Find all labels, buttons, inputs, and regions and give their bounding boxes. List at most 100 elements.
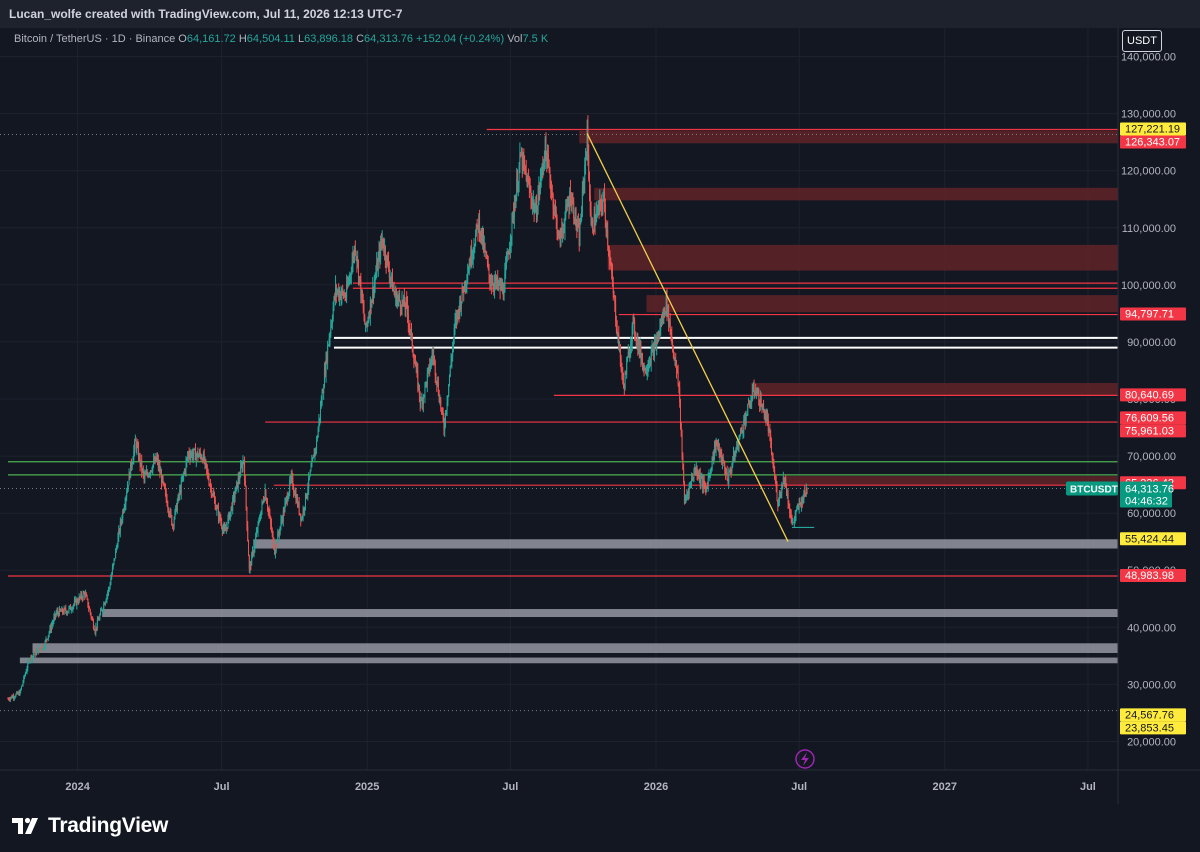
candle-up bbox=[373, 283, 375, 295]
candle-down bbox=[147, 474, 149, 477]
candle-up bbox=[256, 531, 258, 533]
candle-up bbox=[445, 410, 447, 412]
candle-down bbox=[578, 226, 580, 246]
candle-up bbox=[149, 473, 151, 475]
candle-up bbox=[198, 455, 200, 458]
time-axis[interactable]: 2024 Jul 2025 Jul 2026 Jul 2027 Jul bbox=[65, 781, 1096, 793]
candle-up bbox=[251, 551, 253, 555]
price-tag-label: 48,983.98 bbox=[1125, 570, 1174, 582]
candle-down bbox=[394, 292, 396, 297]
candle-down bbox=[590, 212, 592, 224]
symbol-name[interactable]: Bitcoin / TetherUS · 1D · Binance bbox=[14, 33, 176, 45]
candle-down bbox=[229, 513, 231, 519]
candle-down bbox=[384, 247, 386, 260]
candle-up bbox=[148, 474, 150, 477]
candle-up bbox=[781, 484, 783, 494]
candle-up bbox=[691, 478, 693, 483]
candle-up bbox=[544, 137, 546, 163]
candle-up bbox=[797, 506, 799, 509]
candle-down bbox=[456, 316, 458, 321]
candle-down bbox=[200, 455, 202, 459]
candle-up bbox=[109, 584, 111, 588]
candle-up bbox=[759, 398, 761, 405]
candle-up bbox=[688, 485, 690, 495]
candle-down bbox=[553, 208, 555, 210]
price-tag-label: 127,221.19 bbox=[1125, 123, 1180, 135]
candle-up bbox=[581, 188, 583, 212]
candle-down bbox=[138, 446, 140, 460]
candle-up bbox=[365, 323, 367, 325]
candle-down bbox=[278, 532, 280, 534]
candle-up bbox=[582, 181, 584, 189]
candle-down bbox=[54, 613, 56, 616]
candle-down bbox=[635, 339, 637, 343]
candle-up bbox=[454, 320, 456, 328]
candle-down bbox=[300, 513, 302, 521]
candle-up bbox=[645, 371, 647, 374]
price-tag-box bbox=[1120, 708, 1186, 722]
price-tag: 48,983.98 bbox=[1120, 569, 1186, 583]
price-tag-box bbox=[1120, 411, 1186, 425]
candles-layer bbox=[7, 115, 808, 703]
candle-down bbox=[77, 599, 79, 603]
candle-up bbox=[444, 425, 446, 431]
candle-up bbox=[367, 320, 369, 322]
candle-down bbox=[120, 521, 122, 523]
candle-up bbox=[579, 223, 581, 246]
candle-down bbox=[383, 246, 385, 253]
candle-up bbox=[282, 509, 284, 522]
descending-trendline[interactable] bbox=[586, 133, 789, 542]
candle-up bbox=[136, 445, 138, 450]
candle-down bbox=[767, 419, 769, 432]
price-chart[interactable]: 20,000.0030,000.0040,000.0050,000.0060,0… bbox=[0, 28, 1200, 804]
candle-up bbox=[331, 319, 333, 324]
candle-down bbox=[86, 596, 88, 599]
candle-up bbox=[460, 301, 462, 309]
candle-down bbox=[159, 465, 161, 474]
candle-down bbox=[238, 477, 240, 480]
candle-down bbox=[435, 375, 437, 381]
candle-up bbox=[133, 449, 135, 460]
candle-down bbox=[797, 506, 799, 509]
candle-down bbox=[403, 296, 405, 307]
candle-down bbox=[324, 369, 326, 375]
candle-up bbox=[27, 661, 29, 669]
candle-down bbox=[804, 493, 806, 495]
candle-up bbox=[173, 518, 175, 526]
candle-up bbox=[431, 356, 433, 359]
candle-up bbox=[802, 499, 804, 504]
candle-down bbox=[716, 441, 718, 444]
candle-up bbox=[302, 509, 304, 518]
candle-down bbox=[775, 481, 777, 487]
candle-up bbox=[574, 210, 576, 224]
candle-up bbox=[115, 547, 117, 550]
candle-up bbox=[445, 411, 447, 426]
candle-down bbox=[379, 250, 381, 259]
candle-up bbox=[96, 619, 98, 628]
price-axis-label: 70,000.00 bbox=[1127, 451, 1176, 463]
candle-down bbox=[189, 455, 191, 459]
candle-up bbox=[710, 469, 712, 474]
candle-down bbox=[37, 649, 39, 653]
candle-down bbox=[680, 424, 682, 436]
price-tag: 127,221.19 bbox=[1120, 122, 1186, 136]
candle-down bbox=[267, 508, 269, 511]
candle-down bbox=[573, 217, 575, 224]
candle-down bbox=[226, 527, 228, 529]
tradingview-logo[interactable]: TradingView bbox=[12, 814, 168, 838]
symbol-legend[interactable]: Bitcoin / TetherUS · 1D · Binance O64,16… bbox=[14, 33, 548, 45]
candle-down bbox=[91, 617, 93, 619]
chart-pane[interactable]: 20,000.0030,000.0040,000.0050,000.0060,0… bbox=[0, 28, 1200, 804]
candle-up bbox=[255, 536, 257, 542]
candle-down bbox=[696, 467, 698, 476]
currency-selector[interactable]: USDT bbox=[1122, 30, 1162, 52]
candle-down bbox=[788, 503, 790, 508]
candle-up bbox=[232, 497, 234, 510]
trendline-layer[interactable] bbox=[586, 133, 789, 542]
candle-up bbox=[494, 282, 496, 289]
candle-down bbox=[244, 480, 246, 487]
candle-up bbox=[483, 245, 485, 250]
candle-up bbox=[117, 536, 119, 548]
candle-up bbox=[736, 447, 738, 450]
lightning-icon[interactable] bbox=[795, 749, 815, 769]
